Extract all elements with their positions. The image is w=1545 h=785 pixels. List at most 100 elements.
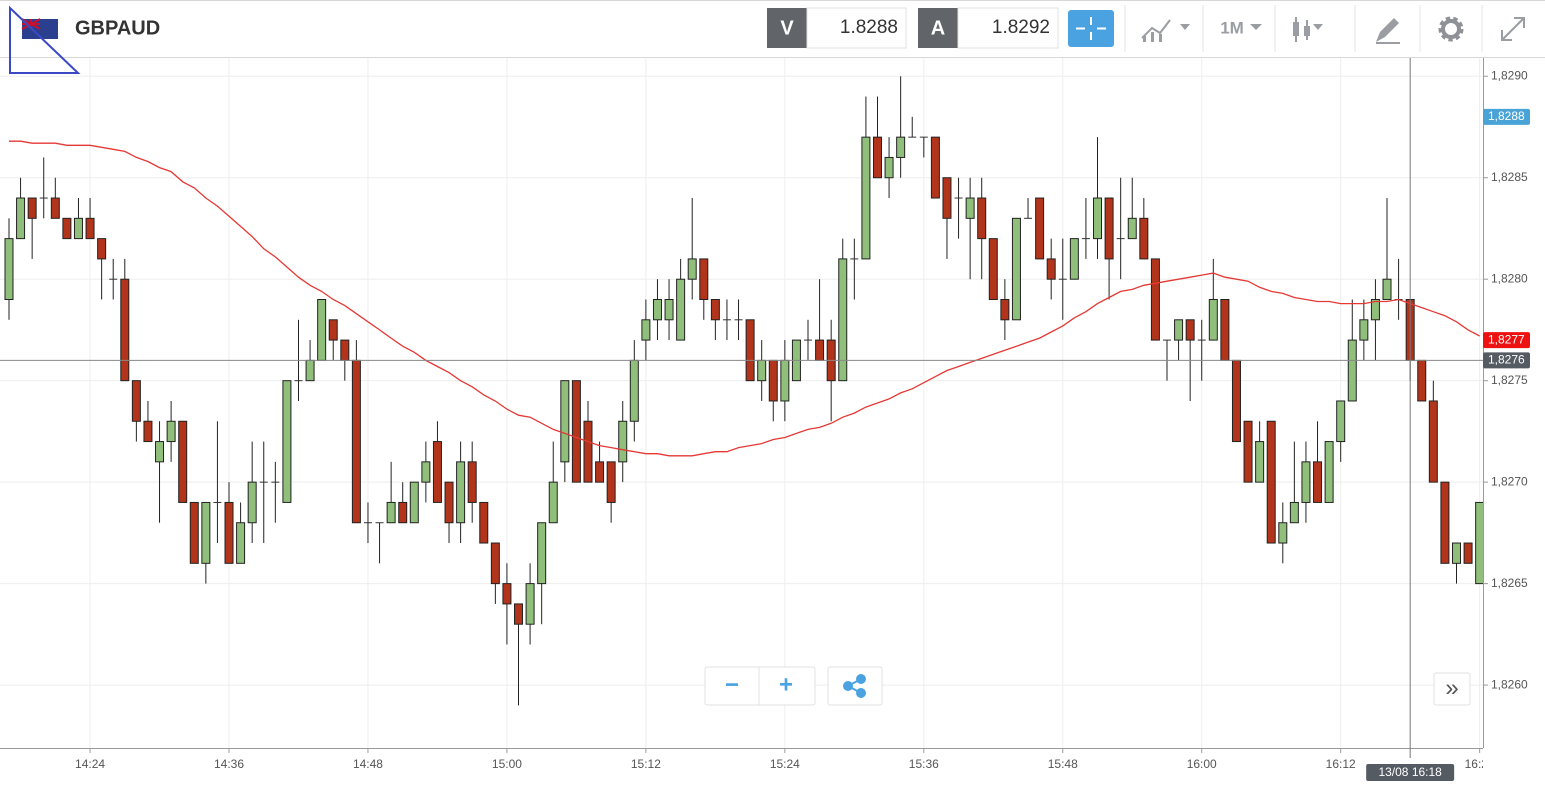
crosshair-date-tag bbox=[1366, 764, 1455, 781]
candle-body bbox=[444, 481, 454, 524]
candle-body bbox=[143, 420, 153, 443]
sell-price[interactable]: 1.8288 bbox=[840, 17, 898, 38]
crosshair-date-label: 13/08 16:18 bbox=[1378, 765, 1442, 779]
candle-body bbox=[514, 603, 524, 625]
average-line bbox=[9, 140, 1481, 457]
candle-body bbox=[27, 197, 37, 219]
candle-body bbox=[236, 522, 246, 564]
candle-body bbox=[1440, 481, 1450, 564]
buy-price-box[interactable] bbox=[957, 7, 1059, 49]
candle-body bbox=[687, 258, 697, 280]
candle-body bbox=[1347, 339, 1357, 402]
x-tick-label: 15:36 bbox=[909, 757, 939, 771]
buy-button[interactable]: A 1.8292 bbox=[918, 7, 1059, 49]
flag-icon bbox=[9, 5, 81, 74]
candle-body bbox=[1127, 217, 1137, 240]
candle-body bbox=[1185, 319, 1195, 341]
candle-body bbox=[1382, 278, 1392, 300]
candle-body bbox=[1428, 400, 1438, 483]
buy-label[interactable]: A bbox=[931, 17, 945, 39]
sell-button[interactable]: V 1.8288 bbox=[767, 7, 907, 49]
candle-body bbox=[1011, 217, 1021, 321]
zoom-out[interactable]: − bbox=[725, 671, 739, 698]
buy-label-box[interactable] bbox=[918, 8, 958, 48]
candle-body bbox=[664, 299, 674, 321]
candle-body bbox=[583, 420, 593, 483]
crosshair-button[interactable] bbox=[1068, 10, 1114, 47]
timeframe-button[interactable]: 1M bbox=[1220, 18, 1262, 37]
chart-type-button[interactable] bbox=[1141, 19, 1190, 42]
price-tag bbox=[1483, 332, 1530, 349]
sell-label-box[interactable] bbox=[767, 8, 807, 48]
candle-body bbox=[745, 319, 755, 382]
candle-body bbox=[85, 217, 95, 240]
candle-body bbox=[988, 238, 998, 300]
candle-body bbox=[1174, 319, 1184, 341]
share-button[interactable] bbox=[827, 666, 883, 706]
candle-body bbox=[467, 461, 477, 503]
candle-body bbox=[815, 339, 825, 361]
separators bbox=[1124, 5, 1483, 52]
y-tick-label: 1,8260 bbox=[1491, 677, 1528, 691]
drawing-tools-button[interactable] bbox=[1376, 18, 1400, 44]
candle-body bbox=[757, 359, 767, 382]
sell-price-box[interactable] bbox=[806, 7, 907, 49]
candle-body bbox=[1220, 299, 1230, 361]
y-tick-label: 1,8290 bbox=[1491, 68, 1528, 82]
scroll-button[interactable] bbox=[1433, 672, 1471, 706]
buy-price[interactable]: 1.8292 bbox=[992, 17, 1050, 38]
sell-label[interactable]: V bbox=[780, 17, 794, 39]
candle-body bbox=[1255, 441, 1265, 483]
candle-body bbox=[838, 258, 848, 382]
candle-body bbox=[872, 136, 882, 179]
candle-body bbox=[398, 501, 408, 524]
candle-body bbox=[699, 258, 709, 301]
zoom-in[interactable]: + bbox=[779, 671, 793, 698]
candle-body bbox=[652, 299, 662, 321]
candle-body bbox=[676, 278, 686, 341]
candle-body bbox=[1301, 461, 1311, 503]
candle-body bbox=[1336, 400, 1346, 443]
candle-body bbox=[618, 420, 628, 463]
fullscreen-button[interactable] bbox=[1501, 17, 1525, 41]
candle-body bbox=[1289, 501, 1299, 524]
candle-body bbox=[1266, 420, 1276, 544]
candle-body bbox=[1150, 258, 1160, 341]
candle-body bbox=[120, 278, 130, 382]
candle-body bbox=[305, 359, 315, 382]
x-tick-label: 14:48 bbox=[353, 757, 383, 771]
crosshair-price-tag bbox=[1483, 352, 1530, 369]
candle-body bbox=[1417, 359, 1427, 402]
candle-body bbox=[1370, 299, 1380, 321]
timeframe[interactable]: 1M bbox=[1220, 18, 1244, 37]
candle-body bbox=[409, 481, 419, 524]
share-icon[interactable] bbox=[843, 674, 866, 698]
candle-body bbox=[571, 380, 581, 483]
candle-body bbox=[710, 299, 720, 321]
x-tick-label: 16:24 bbox=[1465, 757, 1495, 771]
candle-body bbox=[1139, 217, 1149, 260]
candle-body bbox=[1278, 522, 1288, 544]
candle-body bbox=[1000, 299, 1010, 321]
candle-body bbox=[896, 136, 906, 158]
candle-body bbox=[502, 583, 512, 605]
settings-button[interactable] bbox=[1438, 16, 1464, 42]
candle-body bbox=[328, 319, 338, 341]
candle-body bbox=[340, 339, 350, 361]
candle-body bbox=[1046, 258, 1056, 280]
scroll-right[interactable]: » bbox=[1445, 674, 1458, 701]
candle-body bbox=[930, 136, 940, 199]
candle-body bbox=[548, 481, 558, 524]
candle-body bbox=[351, 359, 361, 524]
x-tick-label: 16:12 bbox=[1326, 757, 1356, 771]
candle-body bbox=[97, 238, 107, 260]
crosshair-price-label: 1,8276 bbox=[1488, 353, 1525, 367]
y-tick-label: 1,8265 bbox=[1491, 576, 1528, 590]
y-tick-label: 1,8280 bbox=[1491, 271, 1528, 285]
candle-style-button[interactable] bbox=[1293, 17, 1323, 42]
candle-body bbox=[490, 542, 500, 585]
candle-body bbox=[1104, 197, 1114, 260]
zoom-panel bbox=[704, 666, 816, 706]
candle-body bbox=[629, 359, 639, 422]
